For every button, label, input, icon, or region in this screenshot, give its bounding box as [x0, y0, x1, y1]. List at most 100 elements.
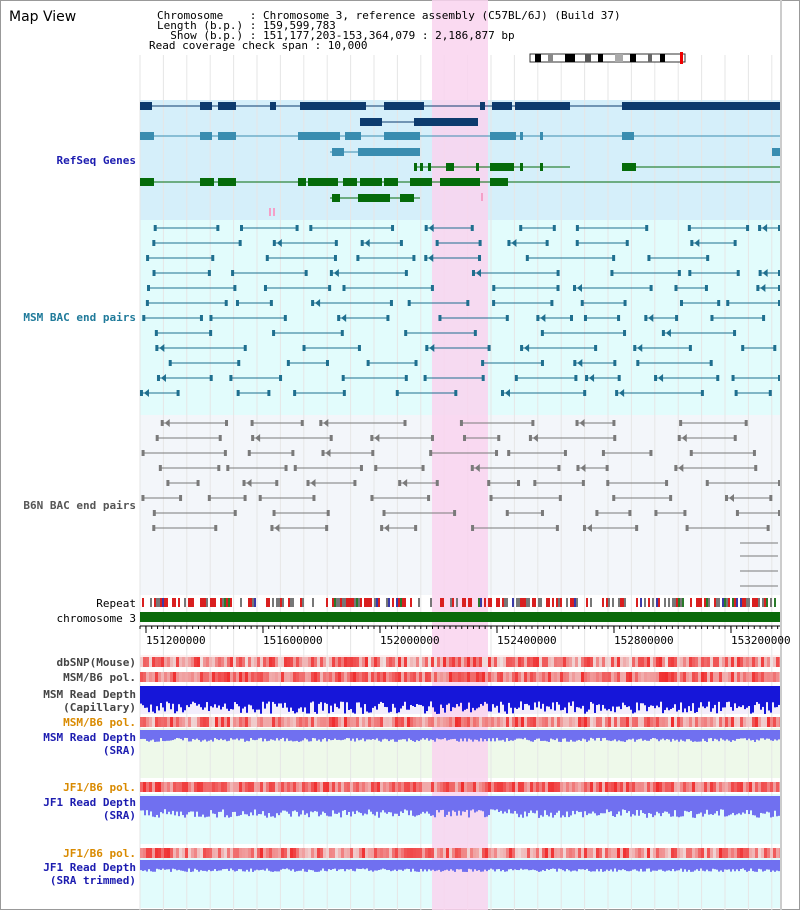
msm-pol-track-label[interactable]: MSM/B6 pol. — [63, 671, 136, 684]
depth-bar — [440, 796, 442, 811]
jf1-depth-trimmed-label[interactable]: JF1 Read Depth — [43, 861, 136, 874]
heat-cell — [221, 672, 224, 682]
depth-bar — [368, 686, 370, 713]
depth-bar — [464, 730, 466, 739]
repeat-mark — [468, 598, 470, 607]
heat-cell — [365, 717, 368, 727]
repeat-mark — [224, 598, 226, 607]
repeat-mark — [386, 598, 388, 607]
heat-cell — [596, 717, 599, 727]
refseq-track-label[interactable]: RefSeq Genes — [56, 154, 136, 167]
heat-cell — [440, 782, 443, 792]
depth-bar — [662, 730, 664, 739]
depth-bar — [258, 730, 260, 739]
depth-bar — [522, 860, 524, 870]
heat-cell — [626, 717, 629, 727]
heat-cell — [767, 848, 770, 858]
heat-cell — [254, 717, 257, 727]
gene-exon — [308, 132, 340, 140]
depth-bar — [742, 860, 744, 869]
depth-bar — [264, 860, 266, 871]
depth-bar — [178, 730, 180, 739]
depth-bar — [484, 860, 486, 870]
heat-cell — [593, 657, 596, 667]
depth-bar — [388, 860, 390, 870]
heat-cell — [728, 672, 731, 682]
depth-bar — [292, 796, 294, 812]
heat-cell — [149, 657, 152, 667]
depth-bar — [370, 860, 372, 871]
heat-cell — [503, 782, 506, 792]
dbsnp-track-label[interactable]: dbSNP(Mouse) — [56, 656, 136, 669]
depth-bar — [412, 686, 414, 707]
msm-bac-track-label[interactable]: MSM BAC end pairs — [23, 311, 136, 324]
heat-cell — [491, 717, 494, 727]
depth-bar — [238, 686, 240, 707]
msm-pol-sra-label[interactable]: MSM/B6 pol. — [63, 716, 136, 729]
depth-bar — [684, 860, 686, 870]
repeat-mark — [484, 598, 486, 607]
jf1-pol-label[interactable]: JF1/B6 pol. — [63, 781, 136, 794]
heat-cell — [641, 717, 644, 727]
jf1-depth-label[interactable]: JF1 Read Depth — [43, 796, 136, 809]
msm-depth-capillary-label[interactable]: MSM Read Depth — [43, 688, 136, 701]
depth-bar — [492, 686, 494, 705]
repeat-mark — [744, 598, 746, 607]
heat-cell — [743, 848, 746, 858]
depth-bar — [316, 686, 318, 714]
depth-bar — [158, 686, 160, 711]
heat-cell — [578, 848, 581, 858]
heat-cell — [488, 848, 491, 858]
depth-bar — [632, 730, 634, 739]
bac-end-marker — [430, 435, 434, 441]
heat-cell — [194, 848, 197, 858]
depth-bar — [366, 796, 368, 815]
heat-cell — [542, 672, 545, 682]
depth-bar — [184, 686, 186, 711]
gene-exon — [520, 163, 523, 171]
repeat-mark — [636, 598, 638, 607]
depth-bar — [676, 686, 678, 712]
depth-bar — [678, 860, 680, 871]
depth-bar — [164, 860, 166, 870]
msm-depth-sra-label[interactable]: MSM Read Depth — [43, 731, 136, 744]
depth-bar — [446, 730, 448, 741]
heat-cell — [560, 717, 563, 727]
depth-bar — [434, 730, 436, 742]
heat-cell — [728, 717, 731, 727]
heat-cell — [650, 672, 653, 682]
bac-end-marker — [263, 285, 267, 291]
depth-bar — [416, 730, 418, 741]
depth-bar — [326, 686, 328, 704]
depth-bar — [374, 686, 376, 707]
bac-end-marker — [525, 255, 529, 261]
heat-cell — [200, 672, 203, 682]
gene-exon — [218, 102, 236, 110]
heat-cell — [509, 717, 512, 727]
depth-bar — [496, 730, 498, 738]
depth-bar — [614, 686, 616, 713]
depth-bar — [368, 730, 370, 740]
depth-bar — [596, 796, 598, 816]
heat-cell — [701, 657, 704, 667]
depth-bar — [694, 730, 696, 742]
heat-cell — [449, 782, 452, 792]
depth-bar — [622, 860, 624, 870]
heat-cell — [413, 848, 416, 858]
heat-cell — [419, 848, 422, 858]
repeat-mark — [648, 598, 650, 607]
depth-bar — [146, 730, 148, 741]
depth-bar — [162, 730, 164, 741]
b6n-bac-track-label[interactable]: B6N BAC end pairs — [23, 499, 136, 512]
heat-cell — [605, 717, 608, 727]
bac-end-marker — [552, 225, 556, 231]
depth-bar — [392, 730, 394, 740]
depth-bar — [514, 686, 516, 708]
depth-bar — [468, 686, 470, 703]
heat-cell — [545, 657, 548, 667]
heat-cell — [539, 717, 542, 727]
heat-cell — [299, 672, 302, 682]
jf1-pol-trimmed-label[interactable]: JF1/B6 pol. — [63, 847, 136, 860]
depth-bar — [420, 860, 422, 869]
